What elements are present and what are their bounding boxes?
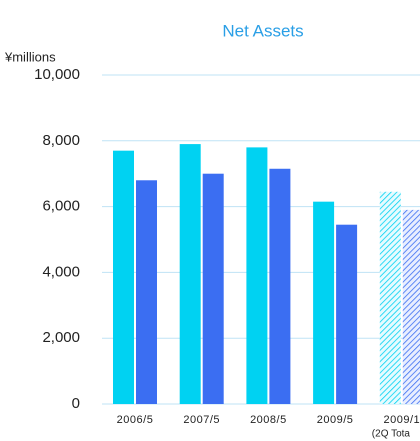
bar (402, 209, 420, 404)
x-tick-label: 2008/5 (250, 414, 287, 426)
x-tick-label: 2007/5 (183, 414, 220, 426)
x-tick-label: 2009/1 (383, 414, 420, 426)
bar (202, 173, 224, 404)
y-tick-label: 4,000 (42, 263, 80, 280)
x-tick-label: 2006/5 (117, 414, 154, 426)
bar (313, 201, 335, 404)
bar (136, 180, 157, 404)
bar (113, 150, 134, 404)
bar (336, 224, 358, 404)
bar (269, 168, 291, 404)
bar (379, 191, 401, 404)
chart-title: Net Assets (222, 21, 303, 40)
y-tick-label: 6,000 (42, 198, 80, 215)
y-tick-label: 8,000 (42, 132, 80, 149)
bar (179, 144, 201, 404)
x-tick-note: (2Q Tota (372, 429, 411, 440)
y-tick-label: 10,000 (34, 66, 80, 83)
x-tick-label: 2009/5 (317, 414, 354, 426)
y-tick-label: 0 (72, 395, 80, 412)
y-axis-label: ¥millions (4, 49, 56, 64)
bar (246, 147, 268, 404)
y-tick-label: 2,000 (42, 329, 80, 346)
